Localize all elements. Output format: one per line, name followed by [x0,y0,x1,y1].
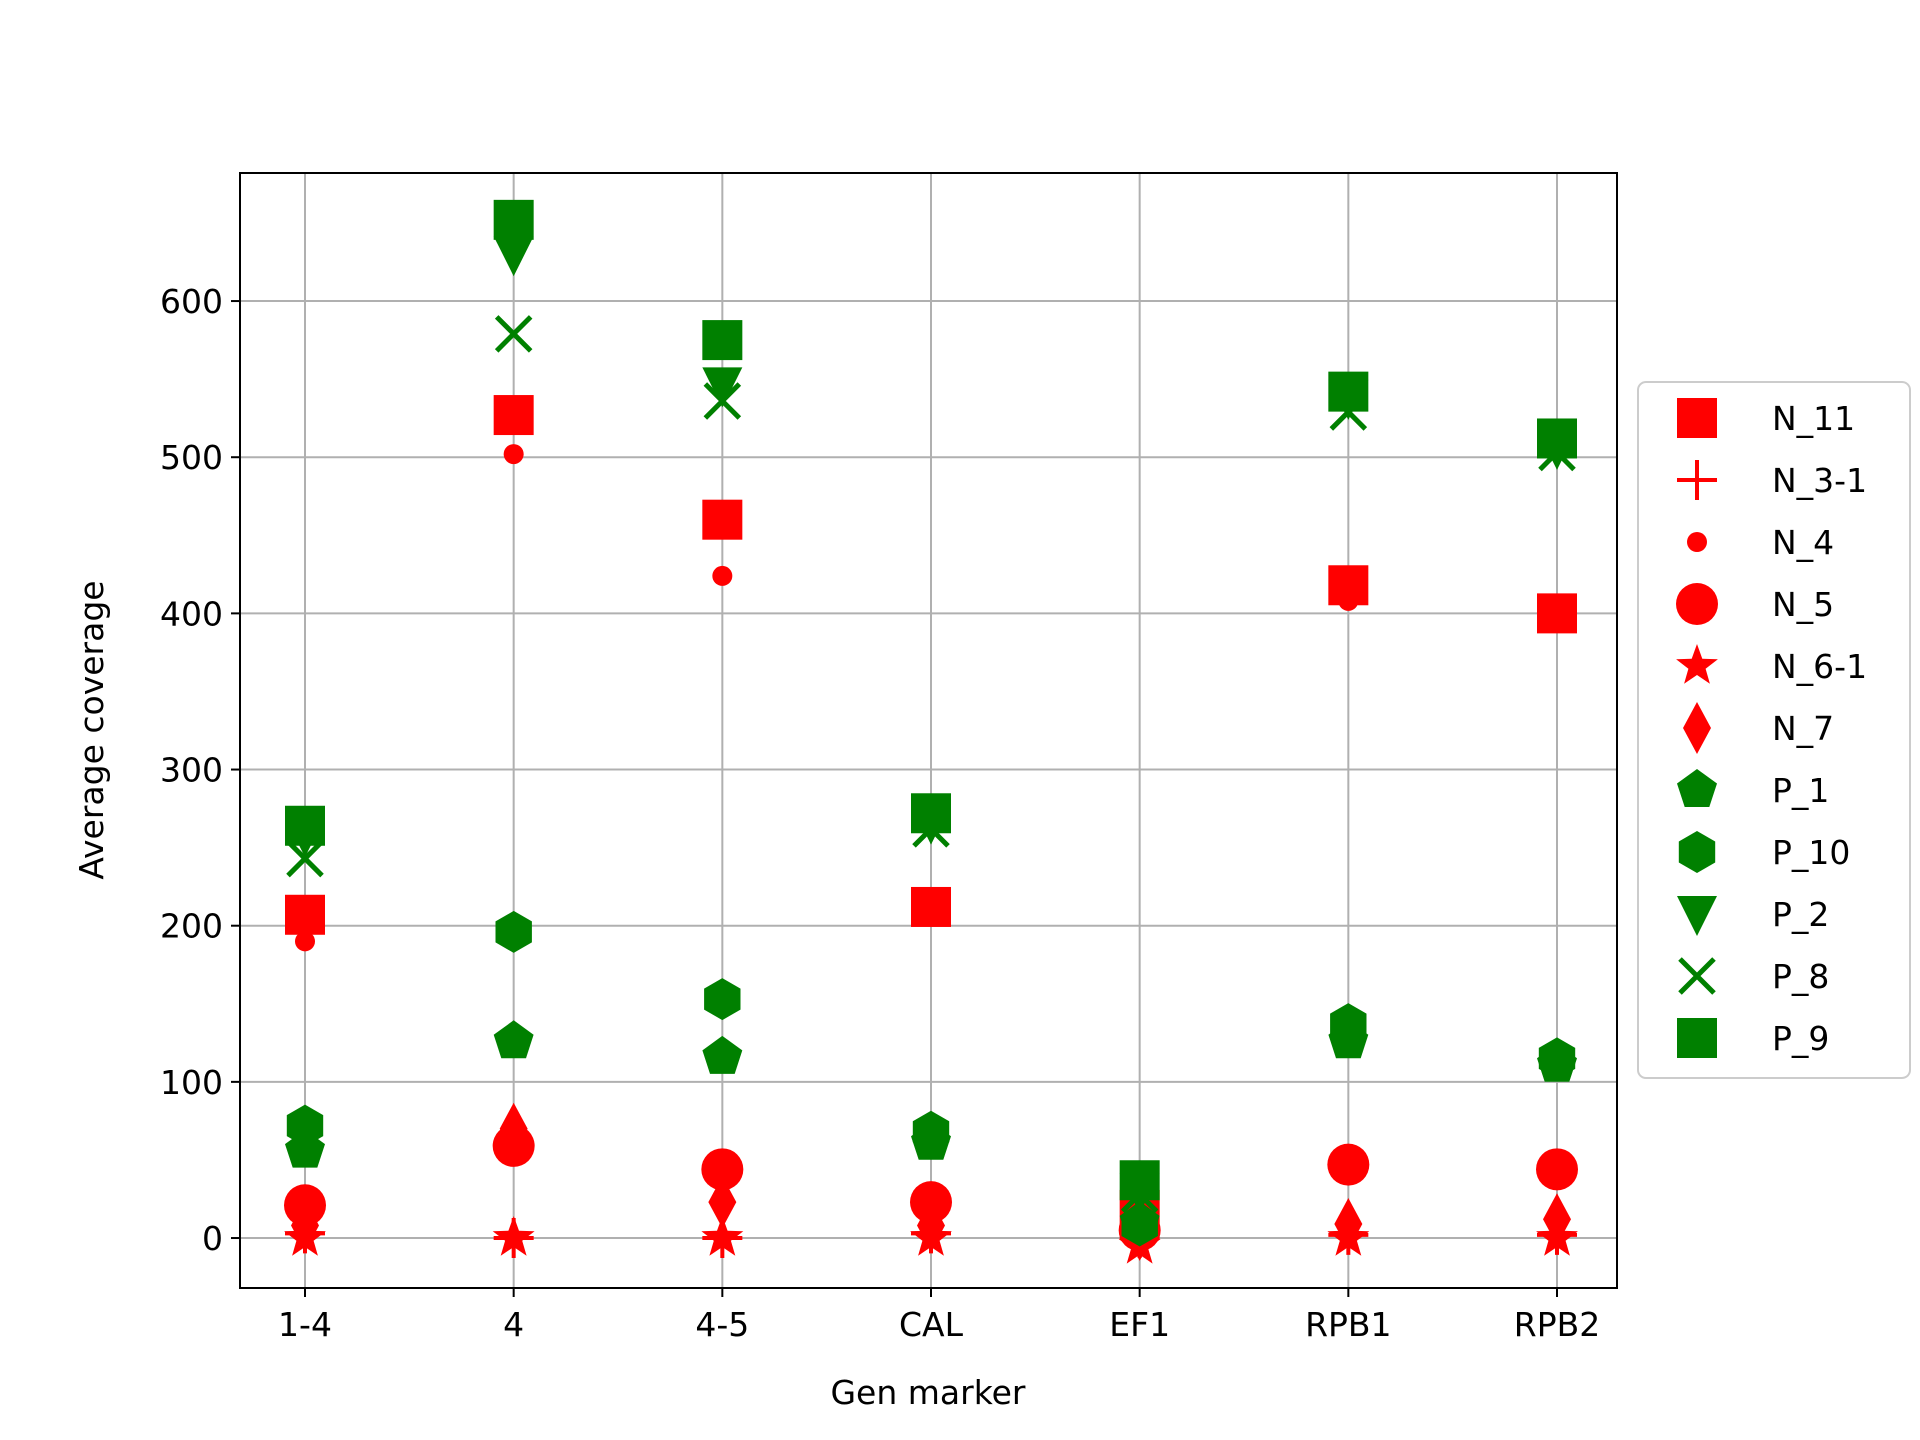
data-point [1543,1193,1571,1246]
y-tick-label: 100 [160,1063,223,1102]
legend-label: P_8 [1772,957,1829,996]
data-points [284,199,1578,1264]
data-point [495,910,532,953]
data-point [1338,590,1359,611]
data-point [1119,1160,1160,1201]
x-axis-title: Gen marker [830,1373,1025,1412]
data-point [1328,371,1369,412]
legend-label: N_4 [1772,523,1834,562]
legend-item: P_9 [1677,1018,1829,1058]
data-point [1547,606,1567,627]
data-point [286,1104,324,1147]
data-point [917,1199,945,1252]
data-point [493,199,534,240]
data-point [703,382,742,420]
legend-item: N_11 [1677,398,1855,438]
legend-marker [1677,896,1717,936]
grid [240,173,1617,1288]
legend-label: P_1 [1772,771,1829,810]
series-P_10 [286,910,1576,1247]
y-tick-label: 200 [160,907,223,946]
y-axis-title: Average coverage [72,580,111,879]
data-point [494,315,533,353]
legend-item: N_6-1 [1676,644,1867,686]
data-point [493,236,534,277]
data-point [704,978,741,1021]
data-point [1330,1003,1367,1046]
x-tick-label: RPB1 [1305,1305,1391,1344]
legend-item: P_1 [1677,769,1829,810]
legend-item: N_5 [1676,583,1834,625]
legend-item: N_3-1 [1677,460,1867,500]
data-point [286,839,324,878]
y-tick-label: 400 [160,594,223,633]
data-point [701,1216,744,1256]
data-point [492,1216,535,1256]
data-point [702,320,743,361]
x-tick-label: EF1 [1109,1305,1170,1344]
legend-label: P_2 [1772,895,1829,934]
x-tick-label: RPB2 [1514,1305,1600,1344]
axis-ticks: 1-4 4 4-5 CAL EF1 RPB1 RPB2 0 100 200 300 400 500 600 [160,282,1600,1344]
legend-marker [1678,957,1716,995]
legend-label: P_10 [1772,833,1850,872]
data-point [702,499,743,540]
data-point [295,931,315,952]
x-tick-label: 1-4 [278,1305,332,1344]
data-point [1537,418,1577,459]
legend-label: N_6-1 [1772,647,1867,686]
legend-item: P_8 [1678,957,1829,996]
x-tick-label: 4 [503,1305,524,1344]
legend-label: N_5 [1772,585,1834,624]
y-tick-label: 300 [160,751,223,790]
y-tick-label: 0 [202,1219,223,1258]
data-point [921,903,941,924]
legend-marker [1677,460,1717,500]
legend-label: N_3-1 [1772,461,1867,500]
data-point [493,395,534,436]
data-point [712,565,733,586]
data-point [291,1199,319,1252]
data-point [285,805,325,846]
data-point [499,1102,528,1155]
data-point [1538,1037,1576,1080]
data-point [911,793,951,834]
data-point [285,894,325,935]
legend-marker [1676,583,1718,625]
data-point [1327,1143,1370,1186]
data-point [1334,1197,1363,1250]
data-point [702,1035,743,1074]
legend-marker [1687,532,1707,552]
data-point [912,1110,950,1153]
legend-item: N_7 [1683,702,1834,754]
data-point [708,1176,737,1229]
legend-marker [1683,702,1711,754]
series-P_9 [285,199,1577,1201]
x-tick-label: 4-5 [695,1305,749,1344]
data-point [1536,1148,1578,1191]
plot-frame [239,172,1618,1289]
data-point [493,1020,534,1059]
y-tick-label: 600 [160,282,223,321]
legend-label: N_7 [1772,709,1834,748]
series-N_7 [291,1102,1571,1261]
data-point [1121,1204,1158,1247]
legend-marker [1677,398,1717,438]
legend-label: P_9 [1772,1019,1829,1058]
legend-marker [1677,769,1717,807]
legend-marker [1677,1018,1717,1058]
legend-marker [1676,644,1718,684]
legend-marker [1678,831,1716,873]
legend-item: P_2 [1677,895,1829,936]
data-point [503,444,524,465]
data-point [701,1148,744,1191]
y-tick-label: 500 [160,438,223,477]
x-tick-label: CAL [899,1305,964,1344]
data-point [702,367,743,408]
legend-label: N_11 [1772,399,1855,438]
legend-item: N_4 [1687,523,1834,562]
legend-item: P_10 [1678,831,1850,873]
legend: N_11 N_3-1 N_4 N_5 N_6-1 N_7 P_1 P_10 P_2 P_8 P_9 [1637,381,1911,1079]
